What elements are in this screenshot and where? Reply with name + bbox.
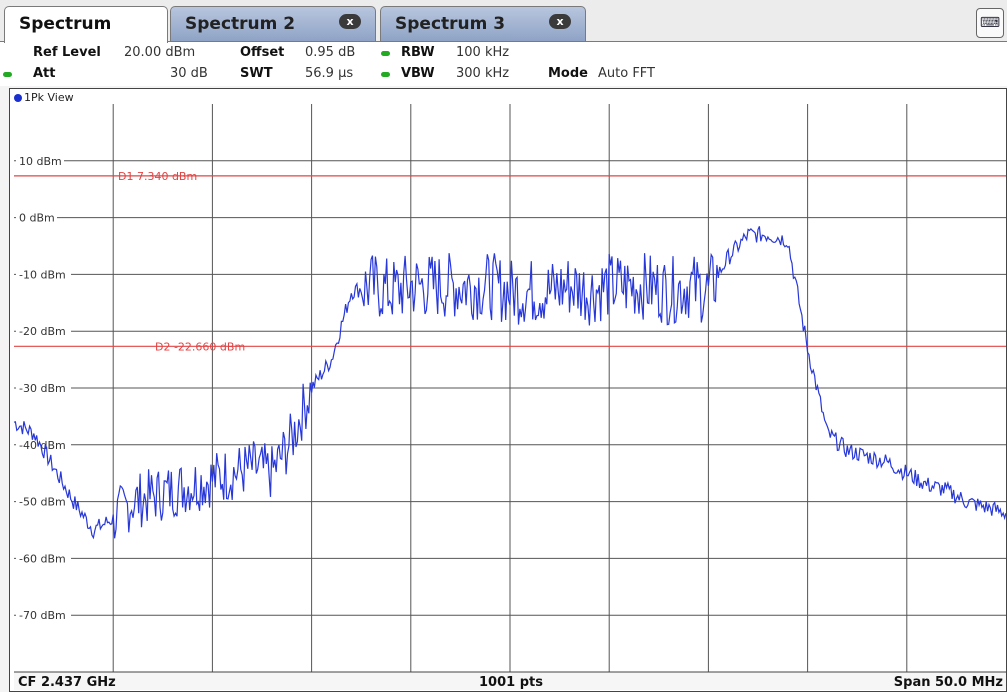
close-icon[interactable]: x — [339, 14, 361, 29]
tab-spectrum-2[interactable]: Spectrum 2 x — [170, 6, 376, 41]
tab-label: Spectrum 2 — [185, 14, 296, 34]
y-tick-label-bg — [16, 209, 57, 225]
y-tick-label-bg — [16, 323, 71, 339]
y-tick-label: -50 dBm — [19, 496, 66, 509]
offset-value: 0.95 dB — [305, 45, 356, 60]
y-tick-label: -20 dBm — [19, 325, 66, 338]
display-line-label: D1 7.340 dBm — [118, 170, 197, 183]
footer-bar — [14, 672, 1006, 690]
vbw-value: 300 kHz — [456, 66, 510, 81]
swt-label: SWT — [240, 66, 273, 81]
rbw-label: RBW — [401, 45, 435, 60]
rbw-value: 100 kHz — [456, 45, 510, 60]
tab-spectrum-3[interactable]: Spectrum 3 x — [380, 6, 586, 41]
y-tick-label: -70 dBm — [19, 609, 66, 622]
y-tick-label: -10 dBm — [19, 268, 66, 281]
close-icon[interactable]: x — [549, 14, 571, 29]
y-tick-label: -40 dBm — [19, 439, 66, 452]
tab-bar: Spectrum Spectrum 2 x Spectrum 3 x ⌨ — [0, 0, 1007, 43]
offset-label: Offset — [240, 45, 285, 60]
swt-value: 56.9 µs — [305, 66, 354, 81]
y-tick-label-bg — [16, 380, 71, 395]
status-dot — [381, 51, 390, 56]
y-tick-label: -60 dBm — [19, 552, 66, 565]
tab-label: Spectrum 3 — [395, 14, 506, 34]
center-frequency-label: CF 2.437 GHz — [18, 675, 116, 690]
spectrum-trace — [13, 226, 1007, 540]
points-label: 1001 pts — [479, 675, 543, 690]
mode-label: Mode — [548, 66, 588, 81]
span-label: Span 50.0 MHz — [894, 675, 1003, 690]
tab-label: Spectrum — [19, 14, 112, 34]
spectrum-plot-area[interactable] — [9, 88, 1007, 692]
vbw-label: VBW — [401, 66, 435, 81]
y-tick-label-bg — [16, 152, 64, 168]
ref-level-label: Ref Level — [33, 45, 101, 60]
display-line-label: D2 -22.660 dBm — [155, 340, 245, 353]
trace-indicator-icon — [14, 94, 22, 102]
y-tick-label: -30 dBm — [19, 382, 66, 395]
tab-spectrum[interactable]: Spectrum — [4, 6, 168, 43]
tab-divider — [0, 41, 1007, 42]
status-dot — [3, 72, 12, 77]
settings-header: Ref Level 20.00 dBm Offset 0.95 dB RBW 1… — [0, 42, 1007, 86]
status-dot — [381, 72, 390, 77]
att-value: 30 dB — [170, 66, 208, 81]
att-label: Att — [33, 66, 56, 81]
mode-value: Auto FFT — [598, 66, 655, 81]
y-tick-label-bg — [16, 436, 71, 452]
ref-level-value: 20.00 dBm — [124, 45, 196, 60]
y-tick-label-bg — [16, 266, 71, 282]
y-tick-label-bg — [16, 550, 71, 566]
y-tick-label-bg — [16, 493, 71, 509]
y-tick-label: 0 dBm — [19, 212, 55, 225]
keyboard-icon[interactable]: ⌨ — [976, 8, 1004, 38]
y-tick-label-bg — [16, 607, 71, 623]
y-tick-label: 10 dBm — [19, 155, 62, 168]
